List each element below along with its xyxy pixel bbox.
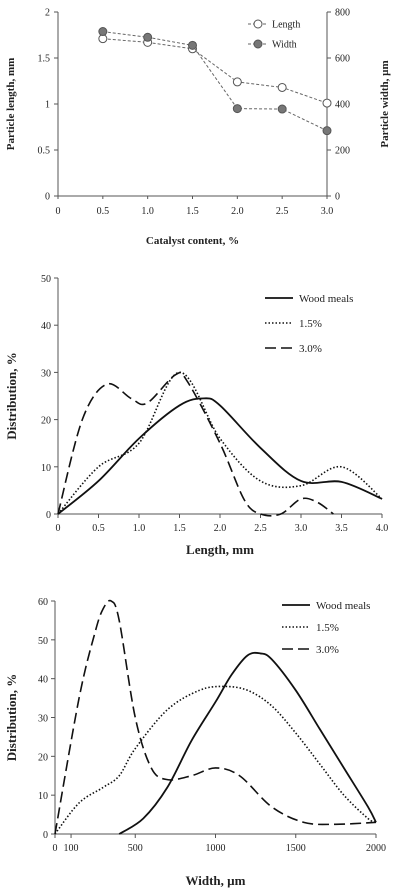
x-tick-label: 2.5: [276, 206, 289, 217]
series-line-2: [57, 371, 334, 517]
x-tick-label: 2.5: [254, 523, 267, 534]
y-tick-label: 50: [38, 636, 48, 647]
legend-label: 1.5%: [316, 622, 339, 634]
y-axis-label: Distribution, %: [4, 352, 19, 439]
x-tick-label: 0: [56, 523, 61, 534]
x-tick-label: 500: [128, 843, 143, 854]
x-tick-label: 1.0: [133, 523, 146, 534]
y2-tick-label: 600: [335, 54, 350, 65]
x-axis-label: Width, µm: [186, 873, 246, 888]
legend-label: 3.0%: [316, 644, 339, 656]
chart-catalyst-content: 0 0.5 1 1.5 2 0 200 400 600 800 0 0.5 1.0 1.5 2.0 2.5 3.…: [5, 8, 391, 248]
y-tick-label: 40: [41, 321, 51, 332]
y2-axis-label: Particle width, µm: [379, 60, 391, 147]
x-tick-label: 2.0: [214, 523, 227, 534]
data-point-width: [232, 104, 242, 114]
series-line-length: [102, 38, 328, 104]
x-tick-label: 3.0: [295, 523, 308, 534]
chart-width-distribution: 0 10 20 30 40 50 60 0 100 500 1000 1500 2000 Width, µ…: [4, 597, 386, 888]
y-tick-label: 1.5: [38, 54, 51, 65]
data-point-width: [277, 104, 287, 114]
y-tick-label: 60: [38, 597, 48, 608]
data-point-length: [277, 82, 287, 92]
x-tick-label: 1.0: [141, 206, 154, 217]
legend-label: 3.0%: [299, 343, 322, 355]
legend-label: Width: [272, 40, 297, 51]
series-line-2: [54, 599, 377, 835]
x-tick-label: 1000: [206, 843, 226, 854]
x-tick-label: 1500: [286, 843, 306, 854]
legend-label: 1.5%: [299, 318, 322, 330]
y2-tick-label: 0: [335, 192, 340, 203]
x-tick-label: 1.5: [186, 206, 199, 217]
y-tick-label: 30: [38, 714, 48, 725]
y2-tick-label: 200: [335, 146, 350, 157]
x-tick-label: 3.0: [321, 206, 334, 217]
y-tick-label: 2: [45, 8, 50, 19]
data-point-width: [98, 27, 108, 37]
x-axis-label: Length, mm: [186, 542, 254, 557]
x-tick-label: 4.0: [376, 523, 389, 534]
y-tick-label: 10: [38, 791, 48, 802]
data-point-width: [143, 32, 153, 42]
x-tick-label: 3.5: [335, 523, 348, 534]
data-point-length: [322, 98, 332, 108]
x-tick-label: 100: [64, 843, 79, 854]
y-tick-label: 10: [41, 463, 51, 474]
y-tick-label: 20: [41, 416, 51, 427]
x-tick-label: 0.5: [92, 523, 105, 534]
x-tick-label: 0.5: [97, 206, 110, 217]
legend-label: Wood meals: [299, 293, 353, 305]
y-axis-label: Particle length, mm: [5, 58, 17, 151]
legend-label: Length: [272, 20, 300, 31]
y-tick-label: 0: [43, 830, 48, 841]
y-tick-label: 1: [45, 100, 50, 111]
series-line-1: [57, 371, 383, 515]
x-axis-label: Catalyst content, %: [146, 235, 239, 247]
series-line-width: [102, 31, 328, 132]
chart-length-distribution: 0 10 20 30 40 50 0 0.5 1.0 1.5 2.0 2.5 3.0 3.5 4.0 Leng…: [4, 274, 389, 557]
y-axis-label: Distribution, %: [4, 674, 19, 761]
x-tick-label: 0: [56, 206, 61, 217]
series-line-1: [54, 685, 377, 835]
y2-tick-label: 800: [335, 8, 350, 19]
y-tick-label: 50: [41, 274, 51, 285]
x-tick-label: 0: [53, 843, 58, 854]
y-tick-label: 30: [41, 368, 51, 379]
x-tick-label: 2.0: [231, 206, 244, 217]
legend-marker: [253, 39, 263, 49]
legend-marker: [253, 19, 263, 29]
data-point-length: [232, 77, 242, 87]
y-tick-label: 0.5: [38, 146, 51, 157]
y-tick-label: 0: [46, 510, 51, 521]
y-tick-label: 20: [38, 752, 48, 763]
y2-tick-label: 400: [335, 100, 350, 111]
series-line-0: [57, 397, 383, 515]
data-point-width: [322, 126, 332, 136]
y-tick-label: 0: [45, 192, 50, 203]
data-point-width: [188, 40, 197, 50]
x-tick-label: 1.5: [173, 523, 186, 534]
series-line-0: [118, 651, 377, 835]
y-tick-label: 40: [38, 675, 48, 686]
x-tick-label: 2000: [366, 843, 386, 854]
legend-label: Wood meals: [316, 600, 370, 612]
